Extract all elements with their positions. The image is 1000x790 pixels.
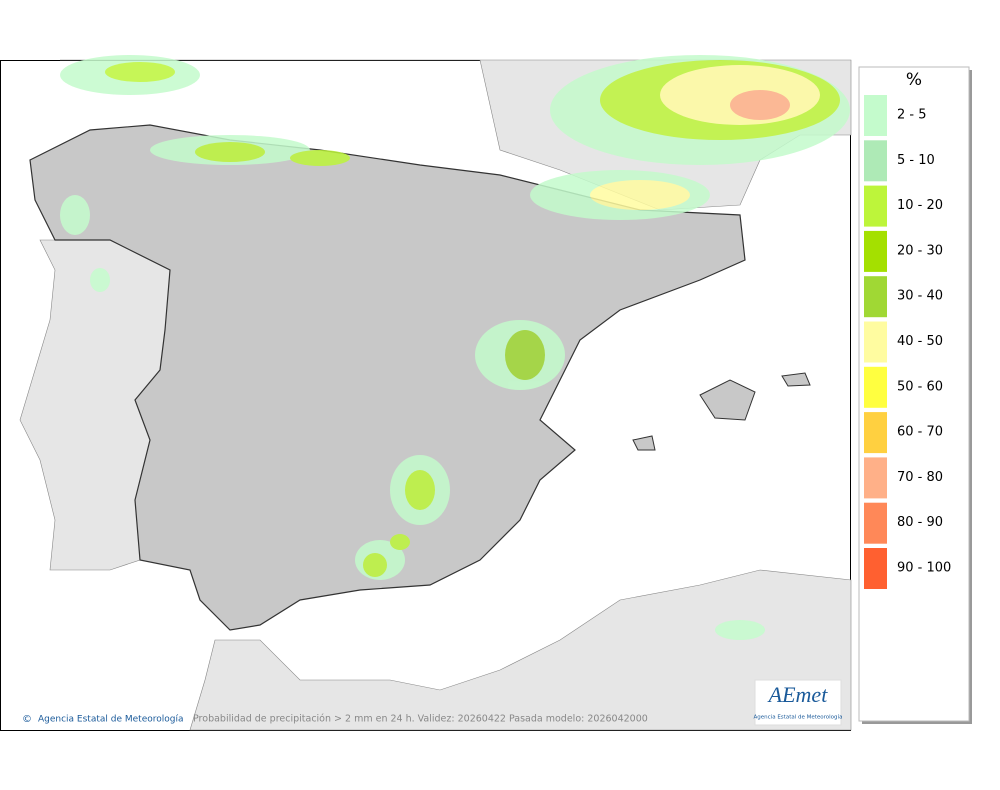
land-menorca [781, 372, 811, 387]
logo-subtitle: Agencia Estatal de Meteorología [754, 714, 843, 721]
logo: AEmet [767, 682, 829, 707]
legend-label: 30 - 40 [897, 289, 943, 304]
legend-swatch [864, 457, 887, 499]
legend-swatch [864, 95, 887, 136]
legend-label: 70 - 80 [897, 470, 943, 485]
credit: © [22, 714, 32, 725]
land-mallorca [699, 379, 756, 421]
logo-box [754, 679, 842, 726]
legend-label: 2 - 5 [897, 108, 927, 123]
legend-swatch [864, 140, 887, 182]
legend-label: 10 - 20 [897, 198, 943, 213]
legend-swatch [864, 502, 887, 544]
legend-label: 80 - 90 [897, 515, 943, 530]
legend-swatch [864, 276, 887, 318]
legend-swatch [864, 366, 887, 408]
land-spain [29, 124, 746, 631]
legend-swatch [864, 412, 887, 454]
legend-label: 50 - 60 [897, 379, 943, 394]
precip-areas [60, 55, 850, 640]
land-ibiza [632, 435, 656, 451]
footer: Probabilidad de precipitación > 2 mm en … [193, 714, 648, 725]
legend-swatch [864, 321, 887, 363]
land-africa [189, 569, 852, 731]
legend-label: 5 - 10 [897, 153, 935, 168]
legend-swatch [864, 230, 887, 272]
legend-label: 90 - 100 [897, 561, 951, 576]
legend-swatch [864, 548, 887, 589]
legend-label: 20 - 30 [897, 243, 943, 258]
legend-swatch [864, 185, 887, 227]
legend-title: % [906, 70, 922, 90]
legend-items: 2 - 5 5 - 10 10 - 20 20 - 30 30 - 40 40 - 50 5… [864, 95, 951, 589]
legend-label: 60 - 70 [897, 425, 943, 440]
credit: Agencia Estatal de Meteorología [38, 715, 184, 725]
legend-label: 40 - 50 [897, 334, 943, 349]
